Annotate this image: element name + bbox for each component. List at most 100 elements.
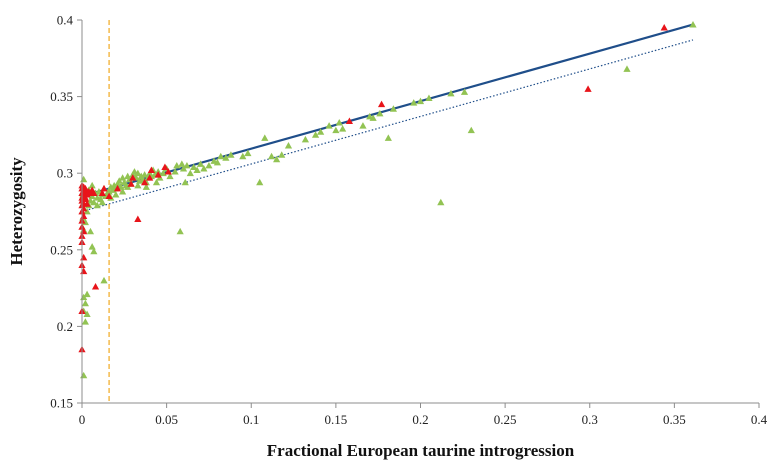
y-tick-label: 0.35: [50, 89, 73, 104]
plot-lines: [81, 20, 694, 403]
red-data-point: [113, 184, 122, 192]
green-data-point: [166, 172, 174, 180]
red-data-point: [81, 194, 89, 201]
green-data-point: [183, 161, 191, 169]
green-data-point: [239, 152, 247, 160]
green-data-point: [88, 181, 96, 189]
red-data-point: [105, 192, 113, 200]
x-axis-title: Fractional European taurine introgressio…: [267, 441, 575, 460]
green-data-point: [142, 183, 150, 190]
green-data-point: [227, 151, 235, 158]
green-data-point: [176, 227, 184, 235]
green-data-point: [83, 290, 91, 298]
green-data-point: [217, 152, 225, 160]
x-tick-label: 0.4: [751, 412, 768, 427]
green-data-point: [193, 166, 201, 174]
green-data-point: [311, 131, 320, 138]
green-data-point: [369, 114, 377, 121]
green-data-point: [205, 161, 213, 169]
y-axis-ticks: 0.15 0.2 0.25 0.3 0.35 0.4: [50, 13, 82, 411]
green-data-point: [389, 105, 398, 112]
green-data-point: [467, 126, 475, 134]
green-data-point: [244, 149, 252, 157]
green-data-point: [339, 125, 347, 132]
x-tick-label: 0: [79, 412, 86, 427]
green-data-point: [416, 97, 425, 105]
red-data-point: [164, 168, 172, 175]
x-tick-label: 0.25: [494, 412, 517, 427]
green-data-point: [376, 109, 384, 117]
green-data-point: [86, 227, 95, 235]
red-data-point: [80, 267, 88, 275]
green-data-point: [134, 181, 142, 189]
green-data-point: [317, 128, 325, 135]
green-data-point: [186, 169, 194, 177]
dotted-trend-line: [81, 39, 694, 213]
green-data-point: [81, 299, 89, 307]
y-tick-label: 0.15: [50, 396, 73, 411]
green-data-point: [256, 178, 264, 186]
green-data-point: [278, 151, 286, 158]
red-data-point: [81, 184, 89, 192]
green-data-point: [100, 276, 108, 284]
y-axis-title: Heterozygosity: [7, 157, 26, 266]
green-data-point: [80, 175, 88, 183]
red-data-point: [100, 184, 108, 192]
green-data-point: [447, 89, 455, 97]
red-data-point: [584, 85, 592, 92]
red-data-point: [147, 166, 155, 174]
x-axis-ticks: 0 0.05 0.1 0.15 0.2 0.25 0.3 0.35 0.4: [79, 403, 768, 427]
green-data-point: [134, 169, 142, 177]
red-data-point: [90, 189, 98, 196]
x-tick-label: 0.35: [663, 412, 686, 427]
green-data-point: [410, 99, 418, 106]
red-data-point: [146, 174, 154, 181]
green-data-point: [359, 122, 367, 129]
y-tick-label: 0.2: [57, 319, 73, 334]
green-data-point: [332, 126, 340, 134]
red-data-point: [91, 282, 100, 290]
red-data-point: [80, 253, 88, 261]
green-data-point: [152, 178, 161, 186]
x-tick-label: 0.15: [325, 412, 348, 427]
green-data-point: [93, 201, 101, 209]
green-data-point: [222, 154, 230, 161]
x-tick-label: 0.3: [582, 412, 598, 427]
green-data-point: [196, 160, 205, 167]
green-data-point: [460, 88, 469, 95]
green-data-point: [190, 163, 198, 170]
red-data-point: [129, 174, 137, 181]
red-data-point: [134, 215, 142, 223]
green-data-point: [90, 198, 98, 206]
red-data-point: [98, 189, 106, 196]
x-tick-label: 0.2: [412, 412, 428, 427]
green-data-point: [171, 168, 179, 175]
green-data-point: [178, 160, 186, 167]
green-data-point: [83, 310, 91, 318]
plot-points: [78, 20, 697, 379]
red-data-point: [345, 117, 354, 124]
green-data-point: [200, 165, 208, 172]
green-data-point: [425, 94, 433, 102]
green-data-point: [112, 191, 120, 198]
green-data-point: [689, 20, 697, 28]
red-data-point: [127, 180, 135, 187]
y-tick-label: 0.4: [57, 13, 74, 28]
green-data-point: [98, 198, 106, 206]
green-data-point: [384, 134, 392, 141]
green-data-point: [325, 122, 333, 129]
green-data-point: [119, 187, 127, 195]
green-data-point: [80, 371, 88, 379]
green-data-point: [261, 134, 269, 141]
red-data-point: [377, 100, 386, 108]
axes: [81, 20, 759, 404]
green-data-point: [335, 119, 343, 126]
x-tick-label: 0.05: [155, 412, 178, 427]
green-data-point: [181, 178, 189, 186]
red-data-point: [161, 163, 169, 170]
red-data-point: [154, 171, 162, 178]
green-data-point: [623, 65, 631, 72]
red-data-point: [83, 200, 91, 207]
green-data-point: [267, 152, 276, 160]
red-data-point: [141, 178, 149, 186]
